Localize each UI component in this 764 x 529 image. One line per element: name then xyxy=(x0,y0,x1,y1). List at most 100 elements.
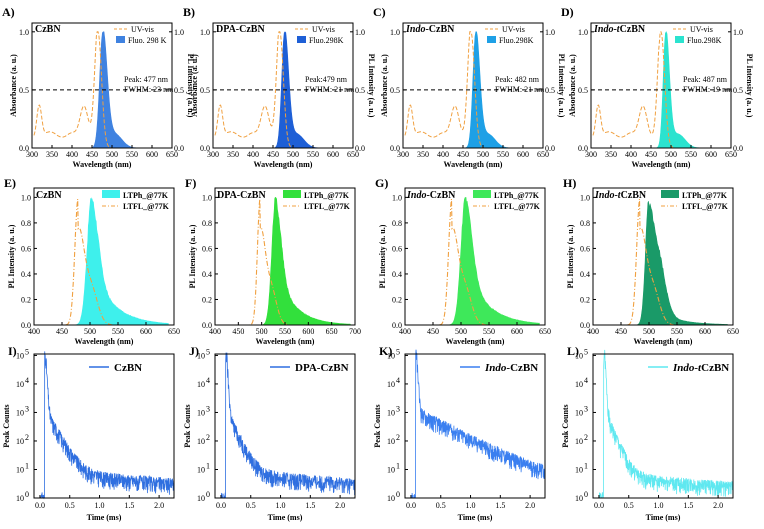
decay-line xyxy=(220,352,356,499)
panel-label: D) xyxy=(561,5,574,19)
x-tick-label: 400 xyxy=(399,327,411,336)
legend-ltph-label: LTPh_@77K xyxy=(682,191,728,200)
y-tick-exponent: 2 xyxy=(25,433,29,442)
x-tick-label: 400 xyxy=(437,150,449,159)
y-tick-label: 0.6 xyxy=(21,244,31,253)
x-tick-label: 550 xyxy=(483,327,495,336)
y-tick-label: 10 xyxy=(16,437,24,446)
y-axis-title: Peak Counts xyxy=(2,404,11,447)
phosphorescence-area xyxy=(626,201,728,326)
panel-label: L) xyxy=(567,344,579,358)
x-tick-label: 400 xyxy=(247,150,259,159)
y-tick-label: 0.0 xyxy=(19,144,29,153)
x-tick-label: 450 xyxy=(267,150,279,159)
plot-frame xyxy=(402,22,544,149)
x-tick-label: 550 xyxy=(671,327,683,336)
y-axis-title: Absorbance (a. u.) xyxy=(190,54,199,117)
legend-ltph-label: LTPh_@77K xyxy=(304,191,350,200)
panel-label: F) xyxy=(185,176,196,190)
y-tick-label: 1.0 xyxy=(200,28,210,37)
y-tick-label: 10 xyxy=(575,351,583,360)
x-tick-label: 1.0 xyxy=(466,501,476,510)
fwhm-text: FWHM: 19 nm xyxy=(683,85,733,94)
x-tick-label: 600 xyxy=(146,150,158,159)
y-tick-label: 10 xyxy=(16,380,24,389)
name-part: CzBN xyxy=(620,24,646,35)
plot-frame xyxy=(214,353,356,499)
name-part: DPA-CzBN xyxy=(216,24,265,35)
x-axis-title: Time (ms) xyxy=(87,513,122,522)
y-tick-exponent: 1 xyxy=(206,461,210,470)
x-axis-title: Time (ms) xyxy=(268,513,303,522)
legend-label: CzBN xyxy=(114,362,142,374)
x-tick-label: 0.5 xyxy=(624,501,634,510)
legend-fluo-swatch xyxy=(297,36,306,43)
y-tick-label: 0.6 xyxy=(202,244,212,253)
compound-name: DPA-CzBN xyxy=(217,190,266,201)
y-tick-label: 0.0 xyxy=(21,321,31,330)
legend-ltfl-label: LTFL_@77K xyxy=(304,202,351,211)
y-tick-label: 1.0 xyxy=(202,193,212,202)
y-tick-label: 0.2 xyxy=(580,295,590,304)
x-tick-label: 350 xyxy=(605,150,617,159)
plot-frame xyxy=(404,353,546,499)
x-tick-label: 2.0 xyxy=(713,501,723,510)
uvvis-line xyxy=(404,31,487,149)
name-part: CzBN xyxy=(35,24,61,35)
y-tick-exponent: 3 xyxy=(396,404,400,413)
y-tick-label: 10 xyxy=(387,465,395,474)
y2-axis-title: PL Intensity (a. u.) xyxy=(557,54,566,118)
fwhm-text: FWHM: 21 nm xyxy=(305,85,355,94)
y-tick-label: 1.0 xyxy=(392,193,402,202)
x-tick-label: 650 xyxy=(347,150,359,159)
plot-frame xyxy=(590,22,732,149)
y-tick-label: 10 xyxy=(197,351,205,360)
y-tick-label: 0.4 xyxy=(392,270,402,279)
x-tick-label: 600 xyxy=(511,327,523,336)
y-tick-label: 0.4 xyxy=(580,270,590,279)
panel-f: 400 450 500 550 600 650 700 0.0 0.2 0.4 0.6 0.8 1.0 W… xyxy=(185,176,361,346)
compound-name: Indo-CzBN xyxy=(406,190,456,201)
name-part: DPA-CzBN xyxy=(295,362,349,374)
x-tick-label: 1.0 xyxy=(654,501,664,510)
panel-label: H) xyxy=(563,176,576,190)
y-tick-label: 0.6 xyxy=(580,244,590,253)
x-tick-label: 550 xyxy=(497,150,509,159)
y-tick-label: 0.8 xyxy=(580,219,590,228)
y-tick-label: 10 xyxy=(575,494,583,503)
y-tick-label: 1.0 xyxy=(21,193,31,202)
legend-ltph-swatch xyxy=(661,190,679,198)
x-tick-label: 350 xyxy=(227,150,239,159)
y-tick-label: 10 xyxy=(197,437,205,446)
y-tick-label: 10 xyxy=(197,380,205,389)
y-tick-label: 10 xyxy=(387,351,395,360)
fwhm-text: FWHM: 21 nm xyxy=(495,85,545,94)
uvvis-line xyxy=(592,31,675,149)
decay-line xyxy=(39,351,175,500)
y-tick-label: 10 xyxy=(575,380,583,389)
compound-name: CzBN xyxy=(35,24,61,35)
name-part: CzBN xyxy=(36,190,62,201)
x-tick-label: 650 xyxy=(326,327,338,336)
name-part: Indo-t xyxy=(593,24,621,35)
legend-fluo-swatch xyxy=(487,36,496,43)
x-tick-label: 450 xyxy=(427,327,439,336)
x-tick-label: 600 xyxy=(302,327,314,336)
x-tick-label: 500 xyxy=(643,327,655,336)
y-tick-label: 10 xyxy=(387,437,395,446)
y-axis-title: PL Intensity (a. u.) xyxy=(378,224,387,288)
x-tick-label: 300 xyxy=(585,150,597,159)
panel-g: 400 450 500 550 600 650 0.0 0.2 0.4 0.6 0.8 1.0 Wave… xyxy=(375,176,551,346)
fwhm-text: FWHM: 23 nm xyxy=(124,85,174,94)
x-tick-label: 1.5 xyxy=(305,501,315,510)
y-tick-exponent: 2 xyxy=(584,433,588,442)
x-tick-label: 450 xyxy=(56,327,68,336)
y-tick-label: 10 xyxy=(575,437,583,446)
x-tick-label: 500 xyxy=(665,150,677,159)
y-tick-exponent: 4 xyxy=(206,376,210,385)
x-tick-label: 550 xyxy=(279,327,291,336)
y-tick-exponent: 5 xyxy=(584,347,588,356)
